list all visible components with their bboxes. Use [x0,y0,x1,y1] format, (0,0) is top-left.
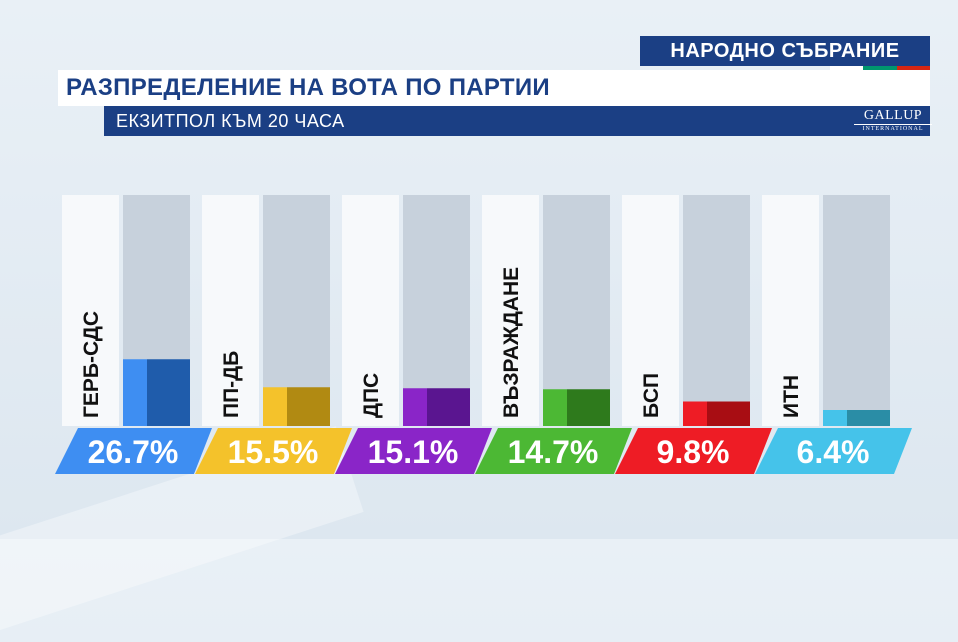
party-label-column-възраждане [482,195,539,426]
value-badge-итн [755,428,912,474]
bar-light-пп-дб [263,387,287,426]
bar-light-възраждане [543,389,567,426]
bar-track-дпс [403,195,470,426]
value-label-възраждане: 14.7% [508,434,599,470]
bar-light-бсп [683,401,707,426]
value-badge-пп-дб [195,428,352,474]
flag-stripe-red [896,66,930,70]
flag-stripe-white [830,66,864,70]
logo-sub-text: INTERNATIONAL [862,126,924,132]
value-label-бсп: 9.8% [657,434,730,470]
party-label-column-итн [762,195,819,426]
party-label-column-бсп [622,195,679,426]
value-label-герб-сдс: 26.7% [88,434,179,470]
value-label-пп-дб: 15.5% [228,434,319,470]
party-name-итн: ИТН [780,375,803,418]
value-label-дпс: 15.1% [368,434,459,470]
bar-track-възраждане [543,195,610,426]
value-badge-възраждане [475,428,632,474]
party-name-дпс: ДПС [360,373,383,418]
value-badge-бсп [615,428,772,474]
party-name-възраждане: ВЪЗРАЖДАНЕ [500,267,523,418]
party-label-column-дпс [342,195,399,426]
bar-track-итн [823,195,890,426]
value-label-итн: 6.4% [797,434,870,470]
vote-bar-chart: ГЕРБ-СДС 26.7% ПП-ДБ 15.5% ДПС 15.1% ВЪЗРАЖДАН… [55,195,912,474]
party-name-бсп: БСП [640,373,663,418]
bar-light-дпс [403,388,427,426]
bar-пп-дб [287,387,330,426]
bar-light-итн [823,410,847,426]
bar-бсп [707,401,750,426]
bar-light-герб-сдс [123,359,147,426]
party-label-column-герб-сдс [62,195,119,426]
bar-track-бсп [683,195,750,426]
party-name-герб-сдс: ГЕРБ-СДС [80,311,103,418]
value-badge-дпс [335,428,492,474]
logo-main-text: GALLUP [854,108,932,125]
party-name-пп-дб: ПП-ДБ [220,351,243,418]
value-badge-герб-сдс [55,428,212,474]
party-label-column-пп-дб [202,195,259,426]
bar-дпс [427,388,470,426]
bar-итн [847,410,890,426]
chart-subtitle: ЕКЗИТПОЛ КЪМ 20 ЧАСА [104,106,930,136]
bulgarian-flag [830,66,930,70]
chart-title: РАЗПРЕДЕЛЕНИЕ НА ВОТА ПО ПАРТИИ [58,70,930,106]
bar-възраждане [567,389,610,426]
bar-герб-сдс [147,359,190,426]
gallup-logo: GALLUP INTERNATIONAL [854,108,932,133]
assembly-tag: НАРОДНО СЪБРАНИЕ [640,36,930,66]
flag-stripe-green [863,66,897,70]
